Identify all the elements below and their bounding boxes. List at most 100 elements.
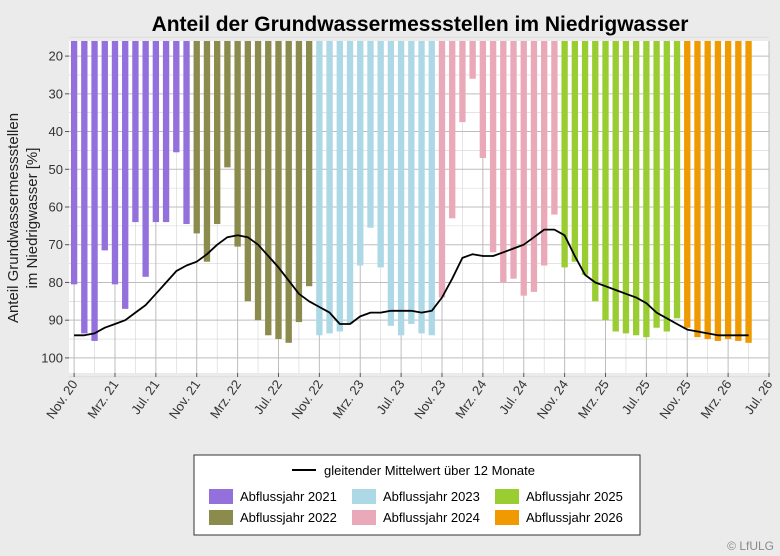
bar [173,41,180,153]
legend-label-2022: Abflussjahr 2022 [240,510,337,525]
x-tick-label: Jul. 24 [496,377,530,417]
legend: gleitender Mittelwert über 12 Monate Abf… [193,454,641,536]
y-axis-label-line-2: im Niedrigwasser [%] [24,148,41,289]
bar [581,41,589,275]
bar [510,41,517,279]
bar [735,41,742,341]
y-tick-label: 70 [49,237,63,252]
bar [469,41,476,79]
x-tick-label: Jul. 22 [251,377,285,417]
y-tick-label: 50 [49,162,63,177]
bar [602,41,609,321]
bar [622,41,630,334]
bar [122,41,129,309]
x-tick-label: Mrz. 25 [575,377,612,421]
bar [551,41,558,215]
bar [305,41,313,287]
y-tick-label: 20 [49,49,63,64]
bar [244,41,251,302]
bar [357,41,364,266]
bar [70,41,78,285]
bar [520,41,527,296]
bar [275,41,282,340]
bars [70,41,752,343]
bar [714,41,722,341]
legend-label-2024: Abflussjahr 2024 [383,510,480,525]
legend-swatch-2021 [209,489,233,504]
x-tick-label: Mrz. 26 [697,377,734,421]
bar [663,41,670,332]
bar [571,41,579,262]
bar [295,41,303,323]
bar [152,41,160,223]
bar [428,41,435,336]
moving-average [74,228,749,337]
legend-line-label: gleitender Mittelwert über 12 Monate [324,463,535,478]
bar [326,41,333,334]
bar [265,41,272,336]
bar [254,41,262,321]
y-axis-label: Anteil Grundwassermessstellen im Niedrig… [5,113,41,323]
bar [438,41,446,298]
bar [684,41,691,328]
bar [81,41,88,334]
bar [91,41,98,341]
bar [479,41,487,158]
bar [183,41,190,224]
bar [367,41,374,228]
bar [193,41,200,234]
bar [203,41,211,262]
bar [142,41,149,277]
x-tick-label: Mrz. 21 [84,377,121,421]
x-tick-label: Nov. 25 [656,377,693,422]
legend-swatch-2026 [495,510,519,525]
chart-title: Anteil der Grundwassermessstellen im Nie… [152,13,689,36]
bar [346,41,354,324]
bar [234,41,241,247]
x-tick-label: Nov. 22 [288,377,325,422]
copyright: © LfULG [727,539,774,553]
bar [704,41,711,340]
bar [336,41,343,332]
legend-swatch-2024 [352,510,376,525]
x-tick-label: Jul. 26 [741,377,775,417]
bar [101,41,108,251]
x-tick-label: Mrz. 24 [452,377,489,421]
x-tick-label: Jul. 25 [619,377,653,417]
bar [632,41,640,336]
y-axis-label-line-1: Anteil Grundwassermessstellen [5,113,22,323]
legend-swatch-2025 [495,489,519,504]
bar [214,41,221,224]
x-tick-label: Nov. 20 [43,377,80,422]
bar [449,41,456,219]
x-tick-label: Mrz. 23 [330,377,367,421]
legend-label-2023: Abflussjahr 2023 [383,489,480,504]
bar [724,41,732,340]
legend-box [193,454,641,536]
moving-average-line [74,228,749,337]
bar [694,41,701,338]
x-tick-label: Jul. 23 [373,377,407,417]
bar [500,41,507,283]
bar [418,41,425,334]
bar [592,41,599,302]
x-tick-label: Mrz. 22 [207,377,244,421]
bar [132,41,139,223]
bar [530,41,538,292]
bar [489,41,497,253]
bar [387,41,395,326]
bar [224,41,231,168]
y-tick-label: 40 [49,124,63,139]
bar [643,41,650,338]
bar [162,41,170,223]
x-tick-label: Jul. 21 [128,377,162,417]
bar [673,41,681,319]
legend-label-2021: Abflussjahr 2021 [240,489,337,504]
y-ticks: 20 30 40 50 60 70 80 90 100 [41,49,69,365]
legend-label-2026: Abflussjahr 2026 [526,510,623,525]
y-tick-label: 90 [49,313,63,328]
y-tick-label: 30 [49,86,63,101]
y-tick-label: 80 [49,275,63,290]
bar [612,41,619,332]
